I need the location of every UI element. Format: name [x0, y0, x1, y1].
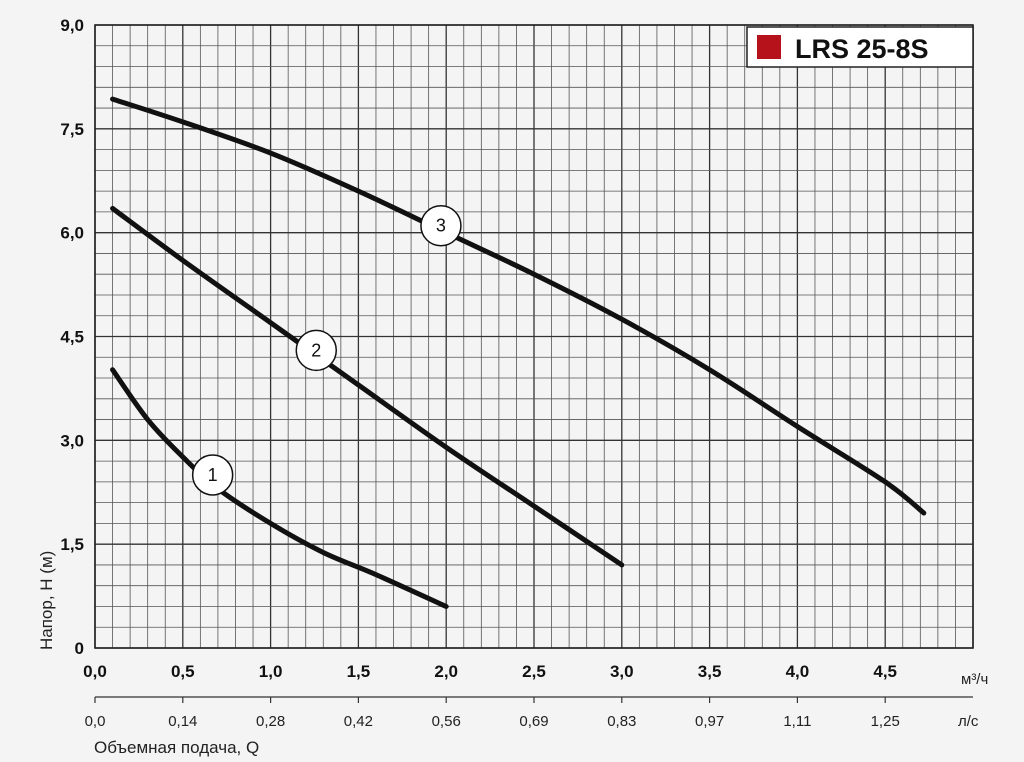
curve-label-circle [295, 329, 338, 372]
y-tick-label: 1,5 [60, 535, 84, 554]
x2-tick-label: 0,14 [168, 713, 197, 730]
y-tick-label: 3,0 [60, 431, 84, 450]
x2-tick-label: 0,97 [695, 713, 724, 730]
pump-curves [110, 96, 927, 609]
curve-label-3: 3 [436, 216, 446, 236]
x-tick-label: 0,5 [171, 662, 195, 681]
legend: LRS 25-8S [746, 26, 974, 68]
secondary-x-axis: 0,0 0,14 0,28 0,42 0,56 0,69 0,83 0,97 1,11 1,25 [85, 696, 973, 730]
grid-lines [94, 24, 974, 649]
x2-tick-label: 0,83 [607, 713, 636, 730]
legend-title: LRS 25-8S [795, 34, 929, 64]
y-tick-label: 6,0 [60, 224, 84, 243]
x2-tick-label: 0,42 [344, 713, 373, 730]
x-axis-title: Объемная подача, Q [94, 738, 259, 757]
curve-labels: 1 2 3 [191, 204, 462, 496]
x-tick-label: 1,0 [259, 662, 283, 681]
x-tick-label: 1,5 [347, 662, 371, 681]
x2-tick-label: 0,56 [432, 713, 461, 730]
curve-2 [110, 205, 625, 568]
x-tick-label: 3,5 [698, 662, 722, 681]
y-tick-label: 4,5 [60, 328, 84, 347]
legend-box [746, 26, 974, 68]
y-tick-labels: 0 1,5 3,0 4,5 6,0 7,5 9,0 [60, 16, 84, 658]
y-tick-label: 0 [75, 639, 84, 658]
x-tick-label: 2,0 [434, 662, 458, 681]
curve-label-circle [420, 204, 462, 247]
curve-label-circle [191, 454, 234, 496]
x-tick-label: 3,0 [610, 662, 634, 681]
x2-axis-unit: л/с [958, 713, 979, 730]
curve-3 [110, 96, 927, 516]
x-axis-unit: м³/ч [961, 671, 988, 688]
curve-label-2: 2 [311, 340, 321, 360]
curve-1 [110, 367, 449, 609]
y-tick-label: 7,5 [60, 120, 84, 139]
x2-tick-label: 1,25 [871, 713, 900, 730]
x2-tick-label: 0,69 [519, 713, 548, 730]
x2-tick-label: 0,28 [256, 713, 285, 730]
legend-swatch [757, 35, 781, 59]
y-tick-label: 9,0 [60, 16, 84, 35]
x2-tick-label: 1,11 [783, 713, 811, 730]
x-tick-label: 0,0 [83, 662, 107, 681]
y-axis-title: Напор, H (м) [37, 551, 56, 650]
x-tick-label: 4,5 [873, 662, 897, 681]
curve-label-1: 1 [208, 465, 218, 485]
plot-frame [94, 24, 974, 649]
x-tick-labels: 0,0 0,5 1,0 1,5 2,0 2,5 3,0 3,5 4,0 4,5 [83, 662, 897, 681]
x2-tick-label: 0,0 [85, 713, 106, 730]
x-tick-label: 4,0 [786, 662, 810, 681]
x-tick-label: 2,5 [522, 662, 546, 681]
